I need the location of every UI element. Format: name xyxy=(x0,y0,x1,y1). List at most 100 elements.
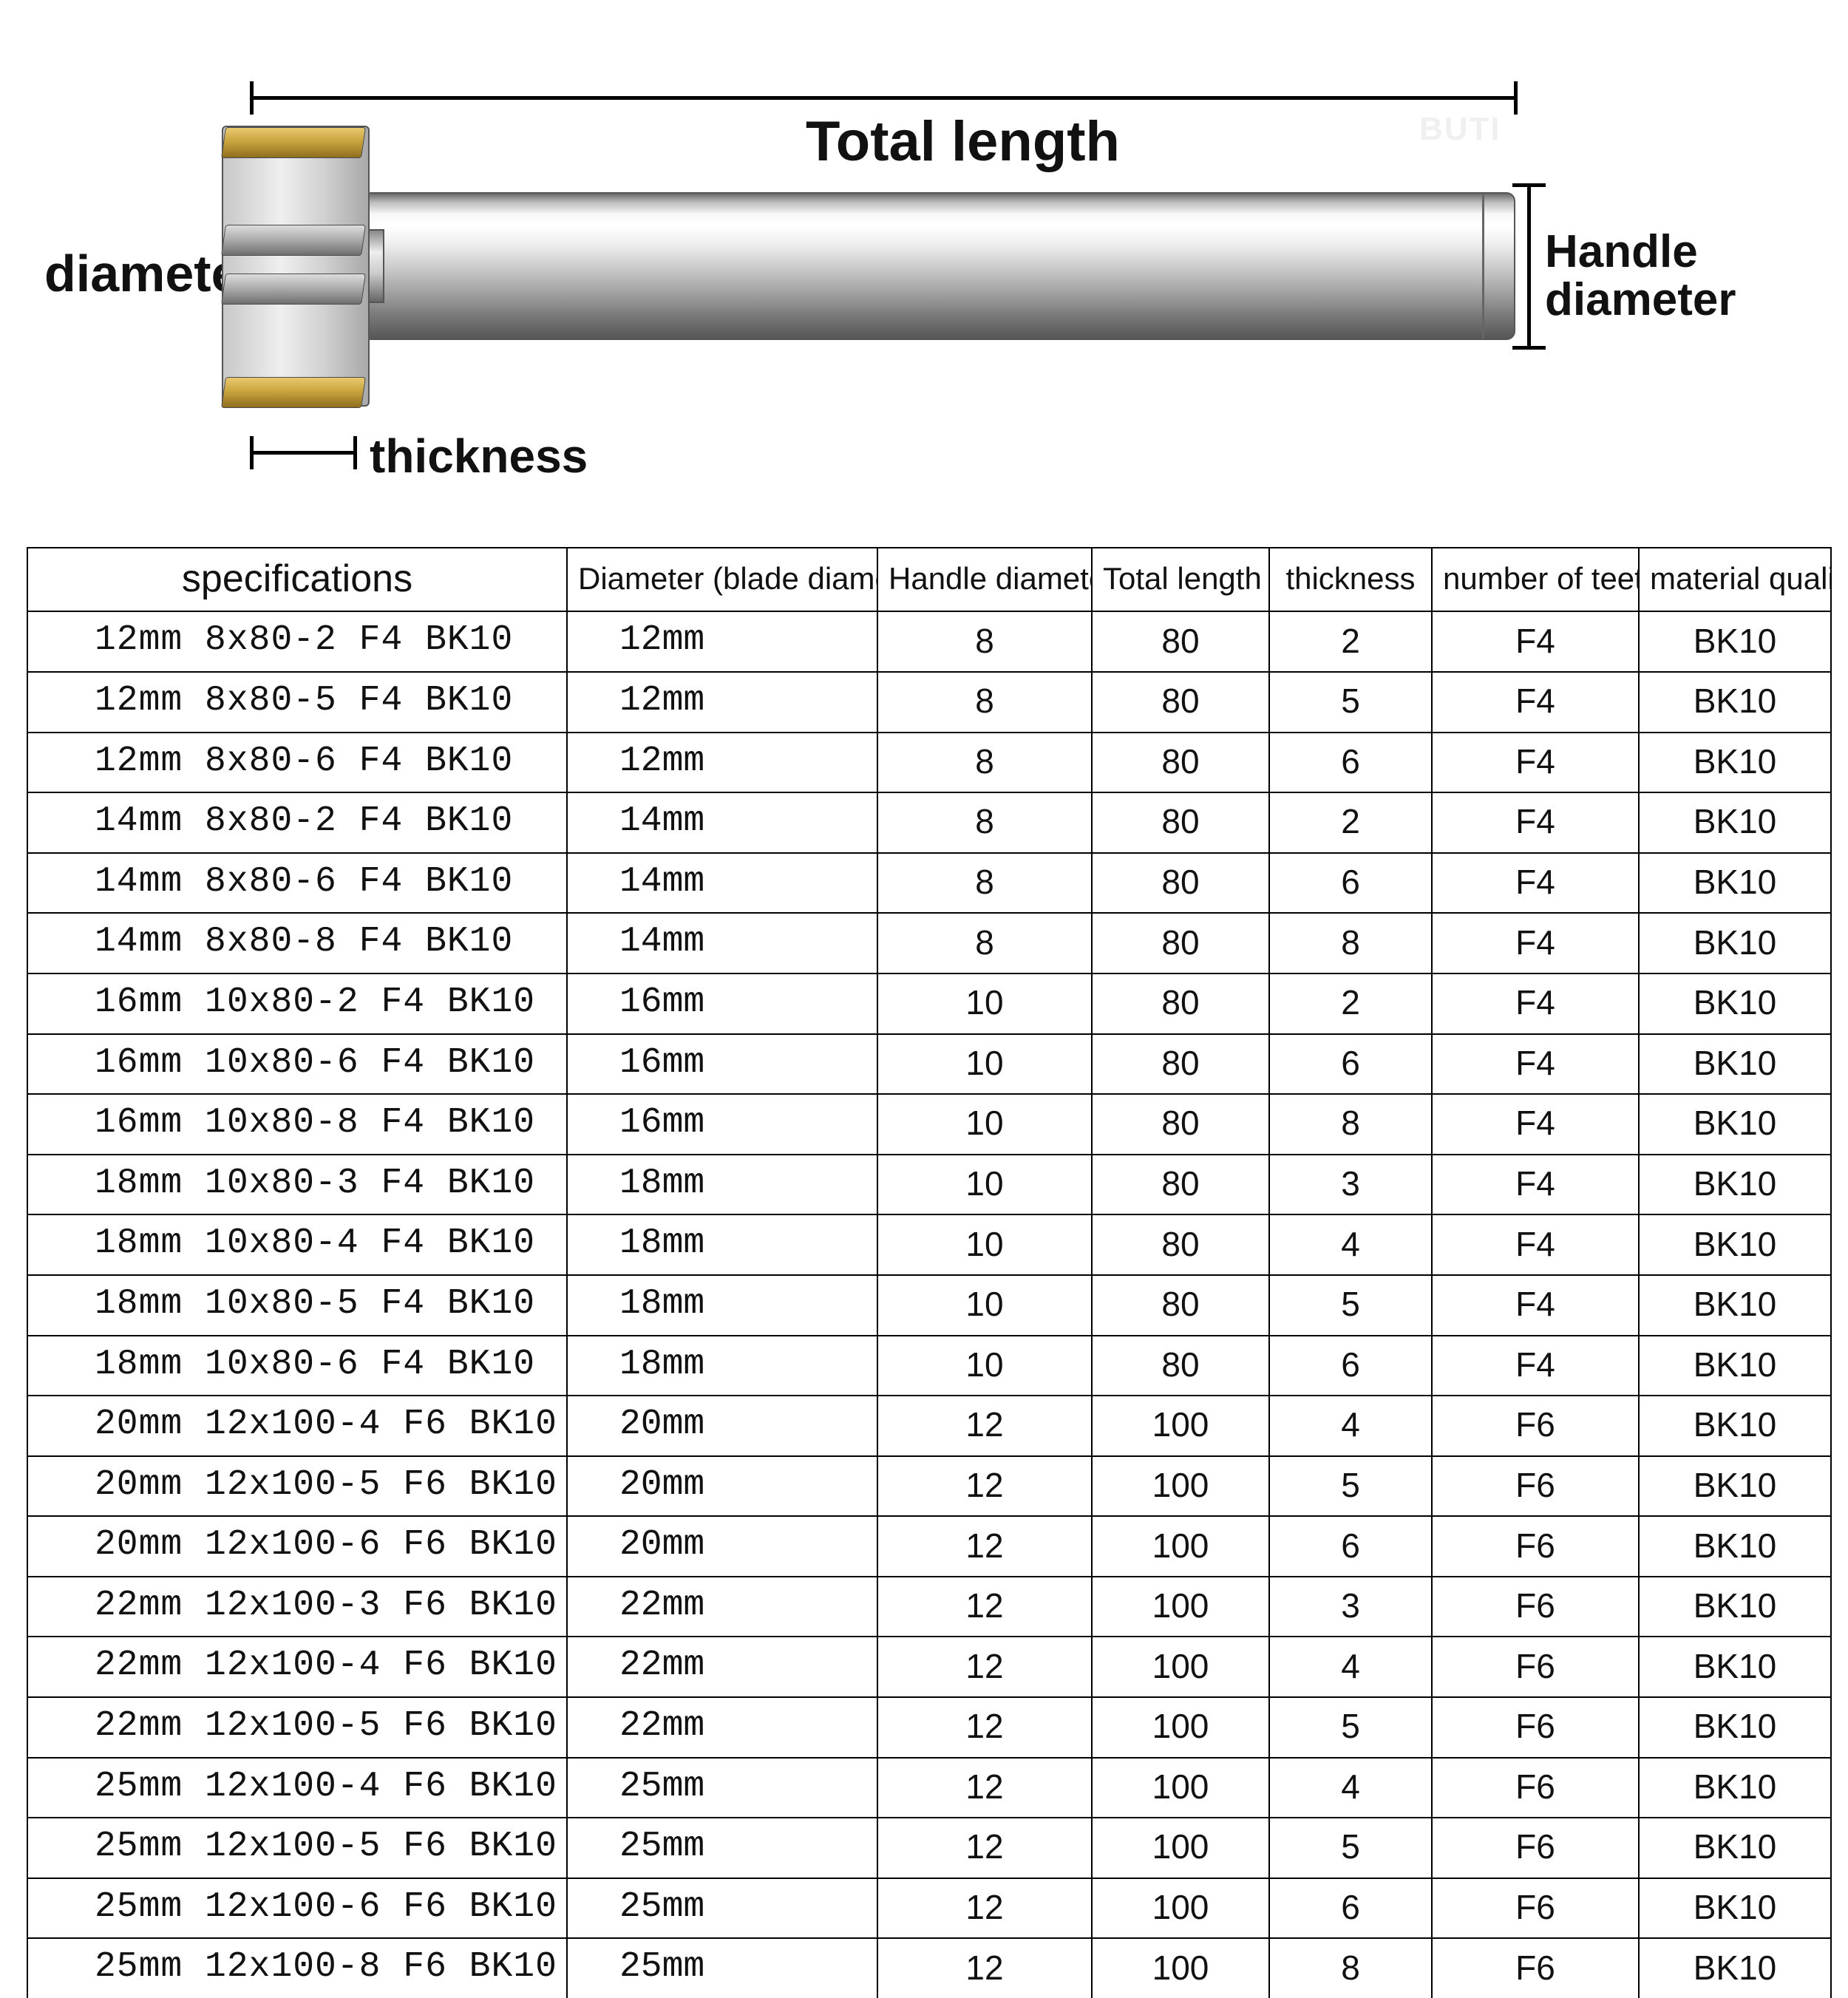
table-cell: 12 xyxy=(877,1396,1092,1456)
table-row: 16mm 10x80-6 F4 BK1016mm10806F4BK10 xyxy=(27,1034,1831,1095)
table-row: 12mm 8x80-6 F4 BK1012mm8806F4BK10 xyxy=(27,733,1831,793)
table-cell: 12 xyxy=(877,1938,1092,1998)
table-cell: F6 xyxy=(1432,1938,1639,1998)
table-cell: 14mm xyxy=(567,853,877,914)
table-cell: 80 xyxy=(1092,733,1269,793)
spec-table-body: 12mm 8x80-2 F4 BK1012mm8802F4BK1012mm 8x… xyxy=(27,611,1831,1998)
table-cell: BK10 xyxy=(1639,913,1831,973)
table-cell: 18mm xyxy=(567,1336,877,1396)
table-cell: 20mm 12x100-6 F6 BK10 xyxy=(27,1516,567,1577)
table-row: 22mm 12x100-3 F6 BK1022mm121003F6BK10 xyxy=(27,1577,1831,1637)
table-cell: BK10 xyxy=(1639,1034,1831,1095)
table-cell: 16mm xyxy=(567,1034,877,1095)
table-cell: 80 xyxy=(1092,611,1269,672)
table-cell: 25mm xyxy=(567,1938,877,1998)
table-cell: F4 xyxy=(1432,1155,1639,1215)
table-cell: F4 xyxy=(1432,1034,1639,1095)
col-header-material: material quality xyxy=(1639,548,1831,611)
table-cell: 100 xyxy=(1092,1878,1269,1939)
table-cell: 25mm xyxy=(567,1818,877,1878)
table-cell: BK10 xyxy=(1639,1818,1831,1878)
table-cell: 22mm 12x100-5 F6 BK10 xyxy=(27,1697,567,1758)
table-cell: 3 xyxy=(1269,1155,1432,1215)
table-cell: 8 xyxy=(877,913,1092,973)
table-cell: 22mm xyxy=(567,1697,877,1758)
table-row: 22mm 12x100-4 F6 BK1022mm121004F6BK10 xyxy=(27,1637,1831,1697)
table-cell: F6 xyxy=(1432,1396,1639,1456)
header-row: specifications Diameter (blade diameter)… xyxy=(27,548,1831,611)
table-cell: 12mm 8x80-5 F4 BK10 xyxy=(27,672,567,733)
table-cell: 4 xyxy=(1269,1396,1432,1456)
table-cell: 4 xyxy=(1269,1637,1432,1697)
table-cell: 18mm xyxy=(567,1275,877,1336)
table-cell: 6 xyxy=(1269,853,1432,914)
label-thickness: thickness xyxy=(370,429,588,483)
table-cell: BK10 xyxy=(1639,1758,1831,1818)
table-cell: F6 xyxy=(1432,1758,1639,1818)
table-cell: 2 xyxy=(1269,611,1432,672)
table-cell: 8 xyxy=(1269,1938,1432,1998)
dim-tick xyxy=(250,436,254,469)
table-cell: 25mm 12x100-6 F6 BK10 xyxy=(27,1878,567,1939)
table-cell: 18mm 10x80-5 F4 BK10 xyxy=(27,1275,567,1336)
table-cell: 22mm xyxy=(567,1637,877,1697)
table-cell: 16mm 10x80-6 F4 BK10 xyxy=(27,1034,567,1095)
dim-tick xyxy=(1512,346,1546,350)
table-cell: 25mm 12x100-4 F6 BK10 xyxy=(27,1758,567,1818)
table-cell: 12mm 8x80-2 F4 BK10 xyxy=(27,611,567,672)
table-cell: 12mm xyxy=(567,733,877,793)
table-cell: F4 xyxy=(1432,853,1639,914)
tool-head xyxy=(222,126,370,407)
dim-tick xyxy=(250,81,254,115)
table-cell: 10 xyxy=(877,1155,1092,1215)
table-row: 25mm 12x100-5 F6 BK1025mm121005F6BK10 xyxy=(27,1818,1831,1878)
table-cell: BK10 xyxy=(1639,1516,1831,1577)
table-cell: 2 xyxy=(1269,973,1432,1034)
table-row: 20mm 12x100-4 F6 BK1020mm121004F6BK10 xyxy=(27,1396,1831,1456)
table-cell: 100 xyxy=(1092,1758,1269,1818)
table-cell: 25mm xyxy=(567,1758,877,1818)
table-cell: 25mm xyxy=(567,1878,877,1939)
table-cell: F4 xyxy=(1432,672,1639,733)
spec-table: specifications Diameter (blade diameter)… xyxy=(27,547,1832,1998)
col-header-teeth: number of teeth xyxy=(1432,548,1639,611)
table-row: 25mm 12x100-6 F6 BK1025mm121006F6BK10 xyxy=(27,1878,1831,1939)
spec-table-container: specifications Diameter (blade diameter)… xyxy=(27,547,1823,1998)
table-cell: 6 xyxy=(1269,1878,1432,1939)
table-cell: F6 xyxy=(1432,1878,1639,1939)
tool-tooth xyxy=(221,273,366,305)
table-cell: 16mm 10x80-2 F4 BK10 xyxy=(27,973,567,1034)
table-cell: BK10 xyxy=(1639,973,1831,1034)
table-cell: 6 xyxy=(1269,1336,1432,1396)
table-cell: 80 xyxy=(1092,1214,1269,1275)
col-header-diameter: Diameter (blade diameter) xyxy=(567,548,877,611)
table-cell: 10 xyxy=(877,1275,1092,1336)
col-header-total-length: Total length xyxy=(1092,548,1269,611)
table-cell: 16mm xyxy=(567,973,877,1034)
table-cell: BK10 xyxy=(1639,1637,1831,1697)
table-cell: F6 xyxy=(1432,1818,1639,1878)
table-cell: BK10 xyxy=(1639,1336,1831,1396)
table-cell: 20mm 12x100-4 F6 BK10 xyxy=(27,1396,567,1456)
label-line: diameter xyxy=(1545,274,1736,325)
table-cell: 8 xyxy=(1269,913,1432,973)
table-cell: BK10 xyxy=(1639,672,1831,733)
tool-tooth xyxy=(221,127,366,158)
table-cell: BK10 xyxy=(1639,1878,1831,1939)
table-cell: F4 xyxy=(1432,1094,1639,1155)
table-cell: 6 xyxy=(1269,1516,1432,1577)
table-cell: 5 xyxy=(1269,1275,1432,1336)
table-cell: 8 xyxy=(877,792,1092,853)
table-cell: F4 xyxy=(1432,792,1639,853)
table-cell: F4 xyxy=(1432,973,1639,1034)
table-cell: 8 xyxy=(877,611,1092,672)
table-cell: 12 xyxy=(877,1697,1092,1758)
table-cell: F6 xyxy=(1432,1516,1639,1577)
table-cell: 100 xyxy=(1092,1577,1269,1637)
table-row: 18mm 10x80-4 F4 BK1018mm10804F4BK10 xyxy=(27,1214,1831,1275)
table-cell: 100 xyxy=(1092,1396,1269,1456)
table-row: 14mm 8x80-2 F4 BK1014mm8802F4BK10 xyxy=(27,792,1831,853)
table-cell: 80 xyxy=(1092,973,1269,1034)
table-row: 18mm 10x80-6 F4 BK1018mm10806F4BK10 xyxy=(27,1336,1831,1396)
label-line: Handle xyxy=(1545,226,1698,277)
